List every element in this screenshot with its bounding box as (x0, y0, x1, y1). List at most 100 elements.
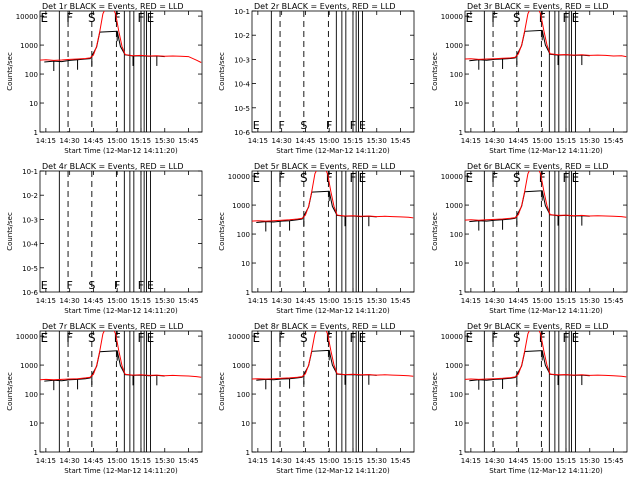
y-tick-label: 1 (246, 449, 250, 457)
panel-title: Det 7r BLACK = Events, RED = LLD (42, 322, 184, 331)
x-tick-label: 14:30 (485, 297, 505, 305)
x-tick-label: 15:00 (107, 137, 127, 145)
x-tick-label: 15:45 (390, 297, 410, 305)
event-letter: E (572, 171, 580, 185)
y-tick-label: 1 (459, 449, 463, 457)
x-tick-label: 15:30 (367, 297, 387, 305)
y-tick-label: 1000 (445, 202, 463, 210)
event-letter: E (147, 11, 155, 25)
x-axis-label: Start Time (12-Mar-12 14:11:20) (64, 147, 178, 155)
x-axis-label: Start Time (12-Mar-12 14:11:20) (276, 147, 390, 155)
event-letter: F (491, 331, 498, 345)
y-axis-label: Counts/sec (218, 52, 226, 91)
event-letter: E (465, 171, 473, 185)
x-tick-label: 14:45 (508, 137, 528, 145)
y-tick-label: 100 (450, 231, 463, 239)
x-tick-label: 15:00 (107, 297, 127, 305)
x-tick-label: 15:45 (603, 137, 623, 145)
panel-det-2r: E F S F F E10-610-510-410-310-210-114:15 14:30… (218, 2, 415, 155)
y-tick-label: 10000 (441, 333, 463, 341)
y-tick-label: 10-5 (234, 105, 250, 113)
y-tick-label: 10000 (16, 13, 38, 21)
event-letter: F (539, 171, 546, 185)
y-tick-label: 10 (454, 420, 463, 428)
y-tick-label: 1000 (445, 362, 463, 370)
series-line-lld (465, 331, 627, 380)
event-letter: S (88, 11, 96, 25)
y-tick-label: 10-4 (234, 81, 250, 89)
series-line-lld (252, 171, 414, 222)
event-letter: F (66, 331, 73, 345)
x-tick-label: 14:15 (36, 297, 56, 305)
x-tick-label: 15:45 (390, 137, 410, 145)
x-tick-label: 15:00 (319, 457, 339, 465)
x-tick-label: 14:15 (248, 297, 268, 305)
x-tick-label: 15:00 (107, 457, 127, 465)
event-letter: E (359, 171, 367, 185)
x-axis-label: Start Time (12-Mar-12 14:11:20) (489, 147, 603, 155)
x-tick-label: 14:45 (83, 137, 103, 145)
y-tick-label: 100 (25, 71, 38, 79)
y-axis-label: Counts/sec (6, 52, 14, 91)
x-tick-label: 14:45 (508, 457, 528, 465)
x-tick-label: 14:15 (36, 137, 56, 145)
y-tick-label: 1 (34, 449, 38, 457)
x-tick-label: 15:15 (131, 457, 151, 465)
event-letter: E (359, 331, 367, 345)
event-letter: F (350, 171, 357, 185)
panel-det-4r: E F S F F E10-610-510-410-310-210-114:15 14:30… (6, 162, 203, 315)
event-letter: E (147, 279, 154, 292)
event-letter: E (40, 331, 48, 345)
x-tick-label: 15:15 (343, 137, 363, 145)
y-tick-label: 10 (241, 420, 250, 428)
event-letter: F (350, 119, 356, 132)
x-tick-label: 14:45 (295, 457, 315, 465)
y-tick-label: 1000 (232, 202, 250, 210)
event-letter: S (513, 11, 521, 25)
x-tick-label: 14:45 (508, 297, 528, 305)
series-line-lld (40, 331, 202, 381)
x-tick-label: 15:15 (343, 457, 363, 465)
event-letter: F (66, 279, 72, 292)
x-tick-label: 14:30 (272, 457, 292, 465)
x-tick-label: 15:00 (532, 297, 552, 305)
event-letter: F (114, 11, 121, 25)
event-letter: E (572, 331, 580, 345)
event-letter: F (138, 279, 144, 292)
y-tick-label: 1 (459, 289, 463, 297)
event-letter: S (88, 279, 95, 292)
y-tick-label: 10-1 (22, 168, 38, 176)
event-letter: F (491, 171, 498, 185)
x-tick-label: 14:30 (485, 457, 505, 465)
y-tick-label: 10 (454, 260, 463, 268)
event-lines (58, 171, 151, 292)
x-tick-label: 15:30 (367, 457, 387, 465)
x-tick-label: 14:15 (248, 137, 268, 145)
x-tick-label: 15:30 (155, 297, 175, 305)
series-line-lld (465, 171, 627, 221)
series-group (252, 171, 414, 232)
event-letter: E (40, 11, 48, 25)
event-lines (270, 11, 363, 132)
y-tick-label: 10000 (228, 333, 250, 341)
event-letter: S (513, 171, 521, 185)
panel-title: Det 2r BLACK = Events, RED = LLD (254, 2, 396, 11)
y-tick-label: 10-2 (22, 192, 38, 200)
x-tick-label: 15:45 (178, 297, 198, 305)
event-letter: F (66, 11, 73, 25)
y-tick-label: 1000 (20, 362, 38, 370)
x-tick-label: 14:30 (60, 457, 80, 465)
x-tick-label: 14:15 (461, 457, 481, 465)
axes-frame (39, 330, 203, 453)
y-tick-label: 10 (29, 100, 38, 108)
event-letter: F (563, 331, 570, 345)
x-tick-label: 15:30 (580, 457, 600, 465)
y-tick-label: 10-1 (234, 8, 250, 16)
event-letter: F (138, 11, 145, 25)
event-lines (270, 331, 363, 452)
y-tick-label: 100 (25, 391, 38, 399)
y-tick-label: 10-3 (234, 56, 250, 64)
x-tick-label: 15:45 (603, 457, 623, 465)
